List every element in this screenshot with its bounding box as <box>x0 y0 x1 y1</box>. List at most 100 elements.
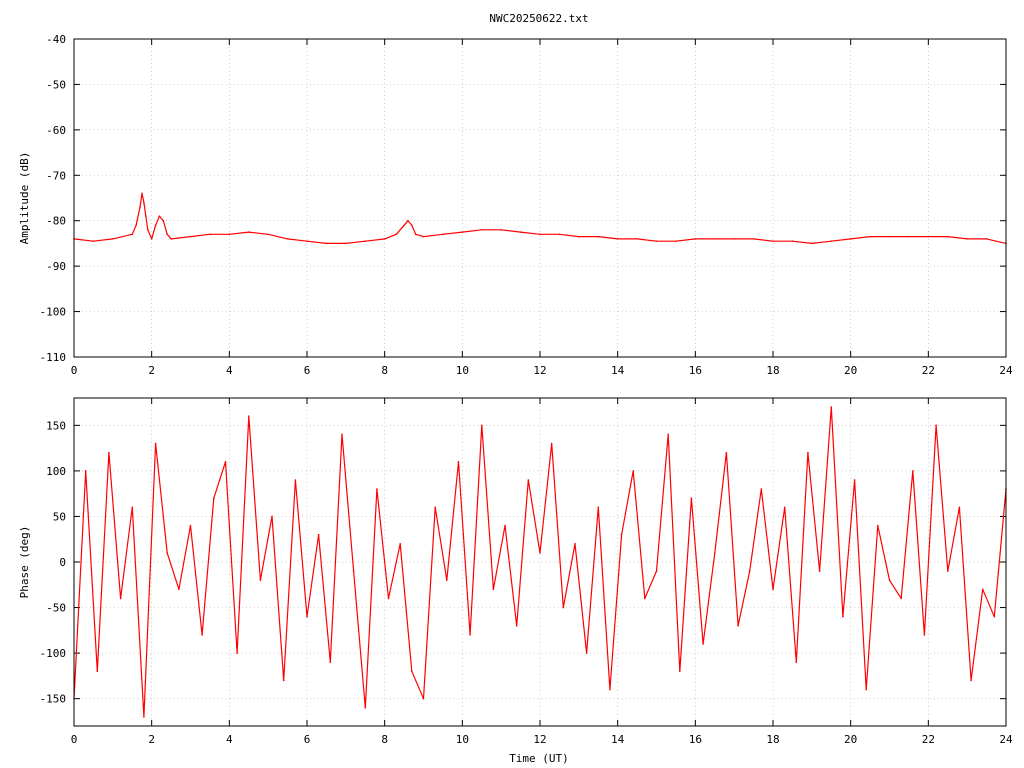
phase-data-point <box>329 661 332 664</box>
phase-data-point <box>760 488 763 490</box>
phase-data-point <box>865 688 867 691</box>
phase-data-point <box>853 479 856 481</box>
amplitude-data-point <box>247 231 250 233</box>
amplitude-data-point <box>888 235 891 238</box>
amplitude-data-point <box>966 238 968 240</box>
amplitude-y-tick-label: -40 <box>46 33 66 46</box>
phase-data-point <box>597 506 600 509</box>
phase-data-point <box>84 470 87 472</box>
amplitude-data-point <box>752 238 755 240</box>
phase-x-tick-label: 12 <box>533 733 546 746</box>
amplitude-data-point <box>383 238 386 240</box>
phase-data-point <box>515 624 518 627</box>
amplitude-data-point <box>131 233 134 236</box>
amplitude-panel: -40-50-60-70-80-90-100-110 0 2 4 6 8 10 12 14 16… <box>18 33 1013 377</box>
amplitude-data-point <box>830 240 833 242</box>
phase-x-tick-label: 24 <box>999 733 1013 746</box>
amplitude-data-point <box>461 231 464 233</box>
phase-y-tick-label: -150 <box>40 693 67 706</box>
phase-x-tick-label: 14 <box>611 733 625 746</box>
phase-data-point <box>341 433 343 436</box>
phase-data-point <box>772 588 774 591</box>
amplitude-data-point <box>519 231 522 233</box>
phase-data-point <box>352 570 355 572</box>
phase-x-tick-label: 18 <box>766 733 779 746</box>
phase-data-point <box>119 597 122 600</box>
amplitude-y-tick-label: -110 <box>40 351 67 364</box>
amplitude-data-point <box>154 224 157 227</box>
phase-data-point <box>818 570 821 572</box>
phase-data-point <box>504 524 506 527</box>
phase-x-tick-label: 0 <box>71 733 78 746</box>
phase-plot-frame <box>73 397 1007 727</box>
amplitude-data-point <box>162 219 165 222</box>
amplitude-data-point <box>139 206 141 208</box>
phase-data-point <box>96 670 99 673</box>
phase-data-point <box>737 624 739 627</box>
amplitude-x-tick-label: 8 <box>381 364 388 377</box>
amplitude-data-point <box>325 242 328 245</box>
phase-x-tick-label: 22 <box>922 733 935 746</box>
phase-data-point <box>702 643 704 645</box>
amplitude-data-point <box>772 240 774 242</box>
phase-data-point <box>271 515 273 518</box>
phase-data-point <box>667 433 669 436</box>
amplitude-data-point <box>364 240 367 242</box>
phase-y-tick-label: -50 <box>46 602 66 615</box>
phase-y-tick-label: 0 <box>59 556 66 569</box>
phase-data-point <box>178 588 180 591</box>
phase-data-point <box>877 524 879 527</box>
phase-data-point <box>247 415 250 418</box>
amplitude-data-point <box>403 224 405 227</box>
amplitude-data-point <box>442 233 444 236</box>
phase-data-point <box>282 679 285 682</box>
amplitude-y-tick-label: -80 <box>46 215 66 228</box>
phase-x-tick-label: 16 <box>689 733 702 746</box>
phase-data-point <box>364 706 367 709</box>
amplitude-y-tick-label: -50 <box>46 78 66 91</box>
amplitude-data-point <box>286 238 289 240</box>
amplitude-data-point <box>713 238 716 240</box>
phase-y-tick-label: -100 <box>40 647 67 660</box>
phase-data-point <box>492 588 495 591</box>
phase-data-point <box>713 552 716 554</box>
amplitude-data-point <box>636 238 638 240</box>
amplitude-data-point <box>733 238 735 240</box>
amplitude-data-point <box>209 233 211 236</box>
phase-data-point <box>888 579 891 582</box>
phase-x-tick-label: 2 <box>148 733 155 746</box>
amplitude-data-point <box>597 235 600 238</box>
amplitude-x-tick-label: 18 <box>766 364 779 377</box>
amplitude-data-point <box>675 240 677 242</box>
amplitude-data-point <box>500 229 502 231</box>
amplitude-data-point <box>578 235 580 238</box>
phase-data-point <box>411 670 413 673</box>
phase-data-point <box>970 679 972 682</box>
amplitude-y-tick-label: -100 <box>40 306 67 319</box>
phase-data-point <box>783 506 786 509</box>
amplitude-x-tick-label: 6 <box>304 364 311 377</box>
amplitude-data-point <box>150 238 153 240</box>
phase-x-tick-label: 6 <box>304 733 311 746</box>
amplitude-x-tick-label: 16 <box>689 364 702 377</box>
phase-data-point <box>294 479 297 481</box>
amplitude-y-tick-label: -60 <box>46 124 66 137</box>
phase-data-point <box>166 552 168 554</box>
amplitude-data-point <box>694 238 697 240</box>
phase-data-point <box>748 570 751 572</box>
amplitude-x-tick-label: 2 <box>148 364 155 377</box>
amplitude-y-tick-label: -70 <box>46 169 66 182</box>
phase-data-point <box>585 652 588 654</box>
amplitude-data-point <box>616 238 619 240</box>
amplitude-x-tick-label: 20 <box>844 364 857 377</box>
amplitude-data-point <box>558 233 561 236</box>
amplitude-series <box>73 192 1007 245</box>
phase-data-point <box>958 506 961 509</box>
amplitude-data-point <box>791 240 794 242</box>
phase-data-point <box>457 460 460 463</box>
amplitude-plot-frame <box>73 38 1007 358</box>
phase-data-point <box>434 506 436 509</box>
phase-data-point <box>842 615 844 618</box>
phase-data-point <box>795 661 798 664</box>
